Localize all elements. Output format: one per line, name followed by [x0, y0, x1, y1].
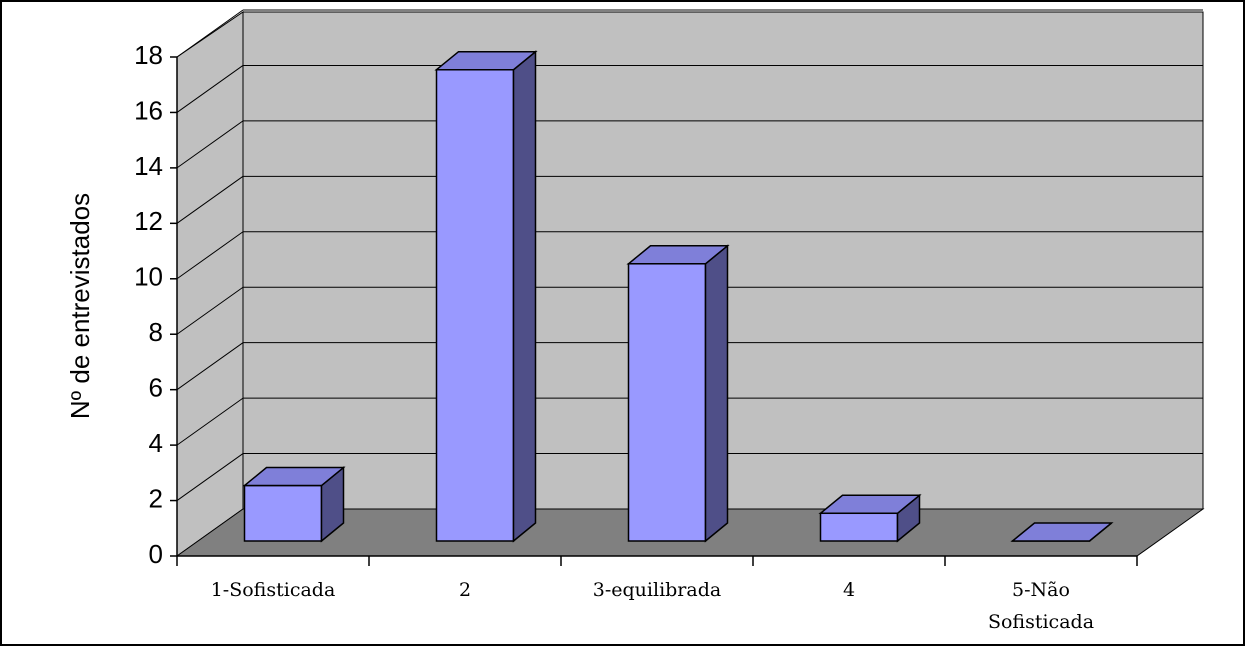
y-tick-label: 18	[134, 40, 163, 70]
y-tick-label: 10	[134, 262, 163, 292]
y-axis-label: Nº de entrevistados	[65, 193, 95, 419]
y-tick-label: 4	[149, 428, 163, 458]
bar-2	[437, 52, 536, 541]
bar-front	[629, 264, 706, 541]
bar-4	[821, 495, 920, 541]
bar-side	[514, 52, 536, 541]
y-tick-label: 6	[149, 373, 163, 403]
bar-front	[245, 486, 322, 541]
x-tick-label: 1-Sofisticada	[211, 579, 336, 601]
x-tick-label: 4	[843, 579, 855, 601]
y-tick-label: 0	[149, 539, 163, 569]
bar-front	[437, 70, 514, 541]
bar-side	[706, 246, 728, 541]
y-tick-label: 2	[149, 483, 163, 513]
bar-3	[629, 246, 728, 541]
left-wall	[177, 12, 243, 556]
x-tick-label: 5-Não	[1012, 579, 1070, 601]
bar-front	[821, 513, 898, 541]
y-tick-label: 14	[134, 151, 163, 181]
x-tick-label: Sofisticada	[988, 611, 1094, 633]
y-tick-label: 8	[149, 317, 163, 347]
y-tick-label: 16	[134, 95, 163, 125]
bar-1	[245, 468, 344, 541]
y-tick-label: 12	[134, 206, 163, 236]
x-tick-label: 3-equilibrada	[593, 579, 721, 601]
x-tick-label: 2	[459, 579, 471, 601]
